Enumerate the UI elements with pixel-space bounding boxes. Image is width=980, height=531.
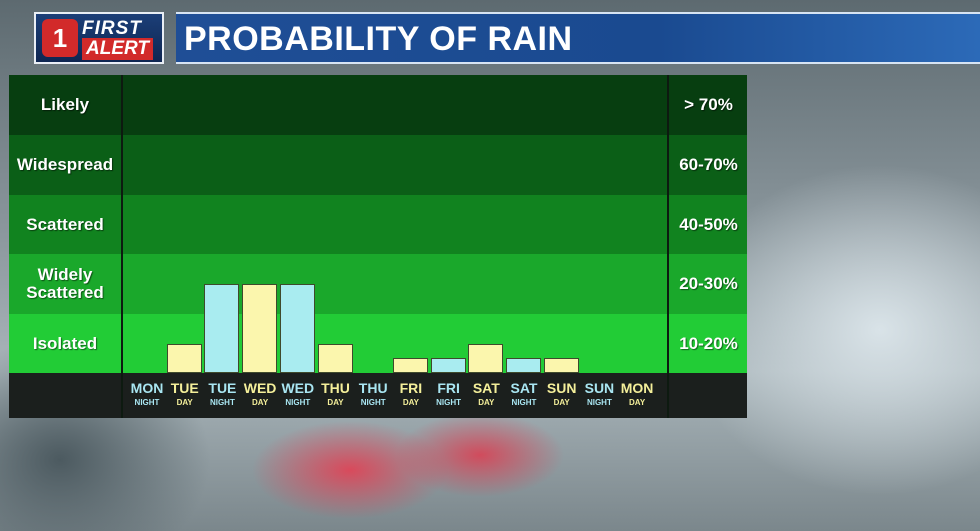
first-alert-logo: 1 FIRST ALERT — [34, 12, 164, 64]
band-range: 60-70% — [679, 155, 738, 174]
rain-bar — [242, 284, 278, 373]
band-widely-scattered: Widely Scattered 20-30% — [9, 254, 747, 314]
x-tick-day-label: WED — [243, 380, 277, 396]
left-divider — [121, 75, 123, 418]
x-tick-day-label: SUN — [584, 380, 615, 396]
rain-bar — [468, 343, 504, 373]
x-tick-day-label: MON — [130, 380, 164, 396]
x-tick-period-label: DAY — [553, 398, 570, 407]
x-tick-day-label: FRI — [437, 380, 460, 396]
band-label: Scattered — [26, 214, 104, 234]
x-tick-day-label: MON — [620, 380, 654, 396]
x-tick-period-label: NIGHT — [209, 398, 235, 407]
band-range: 20-30% — [679, 274, 738, 293]
x-tick-period-label: NIGHT — [511, 398, 537, 407]
logo-first-text: FIRST — [82, 18, 142, 39]
x-tick-period-label: DAY — [252, 398, 269, 407]
header: 1 FIRST ALERT PROBABILITY OF RAIN — [34, 12, 980, 64]
x-tick-period-label: DAY — [176, 398, 193, 407]
band-label: Widely Scattered — [26, 265, 104, 302]
band-label: Likely — [40, 95, 90, 114]
band-isolated: Isolated 10-20% — [9, 314, 747, 373]
x-tick-period-label: NIGHT — [436, 398, 462, 407]
band-range: 10-20% — [679, 333, 738, 353]
x-tick-period-label: NIGHT — [586, 398, 612, 407]
rain-bar — [317, 343, 353, 373]
x-tick-period-label: DAY — [327, 398, 344, 407]
band-likely: Likely > 70% — [9, 75, 747, 135]
x-tick-period-label: DAY — [402, 398, 419, 407]
x-tick-day-label: SUN — [546, 380, 577, 396]
x-axis-strip — [9, 373, 747, 418]
x-tick-day-label: THU — [321, 380, 350, 396]
rain-bar — [279, 284, 315, 373]
band-widespread: Widespread 60-70% — [9, 135, 747, 195]
x-tick-day-label: TUE — [170, 380, 199, 396]
band-label: Isolated — [32, 333, 98, 353]
x-tick-day-label: TUE — [208, 380, 237, 396]
x-tick-day-label: FRI — [399, 380, 423, 396]
rain-bar — [204, 284, 240, 373]
band-range: 40-50% — [679, 214, 738, 234]
band-range: > 70% — [684, 95, 733, 114]
rain-bar — [506, 358, 541, 373]
band-scattered: Scattered 40-50% — [9, 195, 747, 254]
x-tick-period-label: DAY — [478, 398, 495, 407]
x-tick-day-label: THU — [358, 380, 388, 396]
band-label: Widespread — [16, 155, 114, 174]
rain-probability-chart: Likely > 70% Widespread 60-70% Scattered… — [9, 75, 747, 418]
rain-bar — [392, 358, 428, 373]
rain-bar — [430, 358, 466, 373]
x-tick-period-label: NIGHT — [285, 398, 311, 407]
x-tick-day-label: SAT — [510, 380, 538, 396]
right-divider — [667, 75, 669, 418]
station-logo-icon: 1 — [42, 19, 78, 57]
x-tick-day-label: SAT — [472, 380, 500, 396]
title-bar: PROBABILITY OF RAIN — [176, 12, 980, 64]
x-tick-period-label: DAY — [629, 398, 646, 407]
logo-alert-text: ALERT — [82, 38, 153, 60]
x-tick-period-label: NIGHT — [134, 398, 160, 407]
x-tick-period-label: NIGHT — [360, 398, 386, 407]
rain-bar — [166, 343, 202, 373]
rain-bar — [543, 358, 579, 373]
x-tick-day-label: WED — [281, 380, 315, 396]
page-title: PROBABILITY OF RAIN — [184, 20, 573, 58]
